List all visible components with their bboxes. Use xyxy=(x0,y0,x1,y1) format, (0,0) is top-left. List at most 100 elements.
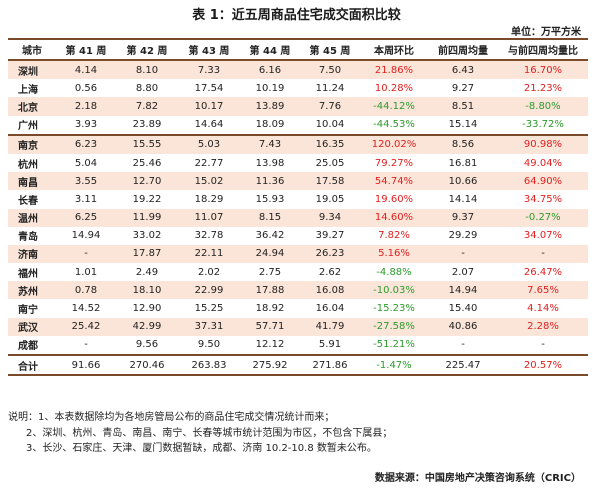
cell-vs: 90.98% xyxy=(498,134,588,154)
cell-w41: - xyxy=(56,244,116,264)
col-header-w44: 第 44 周 xyxy=(240,38,300,61)
cell-hb: 14.60% xyxy=(360,208,428,227)
col-header-avg: 前四周均量 xyxy=(428,38,498,61)
cell-w43: 22.99 xyxy=(178,281,240,300)
cell-city: 杭州 xyxy=(8,153,56,173)
cell-hb: -15.23% xyxy=(360,299,428,318)
table-row: 青岛 14.94 33.02 32.78 36.42 39.27 7.82% 29.29 34.… xyxy=(8,226,588,245)
cell-vs: 20.57% xyxy=(498,355,588,377)
cell-w41: 6.25 xyxy=(56,208,116,227)
cell-vs: 49.04% xyxy=(498,153,588,173)
table-row: 南宁 14.52 12.90 15.25 18.92 16.04 -15.23% 15.40 4… xyxy=(8,299,588,318)
cell-city: 长春 xyxy=(8,190,56,209)
cell-city: 福州 xyxy=(8,263,56,282)
cell-w44: 57.71 xyxy=(240,317,300,336)
cell-avg: - xyxy=(428,244,498,264)
cell-w43: 17.54 xyxy=(178,79,240,98)
col-header-vs: 与前四周均量比 xyxy=(498,38,588,61)
cell-w41: 25.42 xyxy=(56,317,116,336)
cell-w43: 32.78 xyxy=(178,226,240,245)
cell-w44: 13.89 xyxy=(240,97,300,116)
notes: 说明：1、本表数据除均为各地房管局公布的商品住宅成交情况统计而来； 2、深圳、杭… xyxy=(8,410,588,457)
cell-w45: 16.04 xyxy=(300,299,360,318)
cell-w43: 18.29 xyxy=(178,190,240,209)
cell-w41: 14.94 xyxy=(56,226,116,245)
cell-w45: 7.76 xyxy=(300,97,360,116)
table-row: 北京 2.18 7.82 10.17 13.89 7.76 -44.12% 8.51 -8.80… xyxy=(8,97,588,116)
table-row: 南京 6.23 15.55 5.03 7.43 16.35 120.02% 8.56 90.98… xyxy=(8,134,588,154)
cell-w45: 7.50 xyxy=(300,60,360,80)
cell-w45: 11.24 xyxy=(300,79,360,98)
table-row: 福州 1.01 2.49 2.02 2.75 2.62 -4.88% 2.07 26.47% xyxy=(8,263,588,282)
cell-w41: 2.18 xyxy=(56,97,116,116)
cell-w43: 14.64 xyxy=(178,115,240,136)
cell-w43: 2.02 xyxy=(178,263,240,282)
cell-avg: 15.40 xyxy=(428,299,498,318)
total-row: 合计 91.66 270.46 263.83 275.92 271.86 -1.47% 225… xyxy=(8,355,588,377)
cell-avg: 8.56 xyxy=(428,134,498,154)
cell-w41: 14.52 xyxy=(56,299,116,318)
cell-w43: 15.02 xyxy=(178,172,240,191)
cell-w41: 3.93 xyxy=(56,115,116,136)
cell-hb: 54.74% xyxy=(360,172,428,191)
cell-city: 南京 xyxy=(8,134,56,154)
cell-w44: 275.92 xyxy=(240,355,300,377)
cell-w44: 7.43 xyxy=(240,134,300,154)
table-row: 广州 3.93 23.89 14.64 18.09 10.04 -44.53% 15.14 -3… xyxy=(8,115,588,136)
cell-vs: 4.14% xyxy=(498,299,588,318)
cell-w42: 7.82 xyxy=(116,97,178,116)
cell-w44: 11.36 xyxy=(240,172,300,191)
cell-hb: 19.60% xyxy=(360,190,428,209)
table-row: 温州 6.25 11.99 11.07 8.15 9.34 14.60% 9.37 -0.27% xyxy=(8,208,588,227)
cell-w41: 3.11 xyxy=(56,190,116,209)
cell-w43: 263.83 xyxy=(178,355,240,377)
cell-hb: -44.12% xyxy=(360,97,428,116)
cell-vs: -0.27% xyxy=(498,208,588,227)
cell-city: 南宁 xyxy=(8,299,56,318)
cell-w45: 26.23 xyxy=(300,244,360,264)
cell-avg: 9.37 xyxy=(428,208,498,227)
cell-hb: -44.53% xyxy=(360,115,428,136)
table-row: 济南 -17.87 22.11 24.94 26.23 5.16% - - xyxy=(8,244,588,264)
cell-w44: 15.93 xyxy=(240,190,300,209)
cell-vs: -33.72% xyxy=(498,115,588,136)
cell-w42: 33.02 xyxy=(116,226,178,245)
cell-w44: 24.94 xyxy=(240,244,300,264)
cell-w44: 12.12 xyxy=(240,335,300,357)
cell-w43: 15.25 xyxy=(178,299,240,318)
cell-w45: 9.34 xyxy=(300,208,360,227)
cell-w42: 8.80 xyxy=(116,79,178,98)
cell-w45: 25.05 xyxy=(300,153,360,173)
cell-w43: 22.77 xyxy=(178,153,240,173)
table-row: 杭州 5.04 25.46 22.77 13.98 25.05 79.27% 16.81 49.… xyxy=(8,153,588,173)
col-header-w42: 第 42 周 xyxy=(116,38,178,61)
cell-w45: 19.05 xyxy=(300,190,360,209)
cell-w44: 6.16 xyxy=(240,60,300,80)
cell-w43: 37.31 xyxy=(178,317,240,336)
cell-city: 广州 xyxy=(8,115,56,136)
table-row: 上海 0.56 8.80 17.54 10.19 11.24 10.28% 9.27 21.23… xyxy=(8,79,588,98)
cell-vs: 16.70% xyxy=(498,60,588,80)
col-header-city: 城市 xyxy=(8,38,56,61)
unit-label: 单位：万平方米 xyxy=(511,27,581,38)
cell-hb: 120.02% xyxy=(360,134,428,154)
cell-w43: 5.03 xyxy=(178,134,240,154)
table-row: 深圳 4.14 8.10 7.33 6.16 7.50 21.86% 6.43 16.70% xyxy=(8,60,588,80)
cell-w45: 16.35 xyxy=(300,134,360,154)
cell-w43: 7.33 xyxy=(178,60,240,80)
cell-vs: 34.75% xyxy=(498,190,588,209)
col-header-w43: 第 43 周 xyxy=(178,38,240,61)
cell-w41: 0.78 xyxy=(56,281,116,300)
cell-w43: 10.17 xyxy=(178,97,240,116)
cell-vs: 7.65% xyxy=(498,281,588,300)
cell-hb: 21.86% xyxy=(360,60,428,80)
table-row: 长春 3.11 19.22 18.29 15.93 19.05 19.60% 14.14 34.… xyxy=(8,190,588,209)
data-table: 城市 第 41 周 第 42 周 第 43 周 第 44 周 第 45 周 本周… xyxy=(8,38,588,377)
cell-hb: 79.27% xyxy=(360,153,428,173)
cell-w41: 6.23 xyxy=(56,134,116,154)
cell-avg: - xyxy=(428,335,498,357)
cell-avg: 8.51 xyxy=(428,97,498,116)
cell-vs: - xyxy=(498,335,588,357)
cell-w41: 3.55 xyxy=(56,172,116,191)
cell-hb: 10.28% xyxy=(360,79,428,98)
